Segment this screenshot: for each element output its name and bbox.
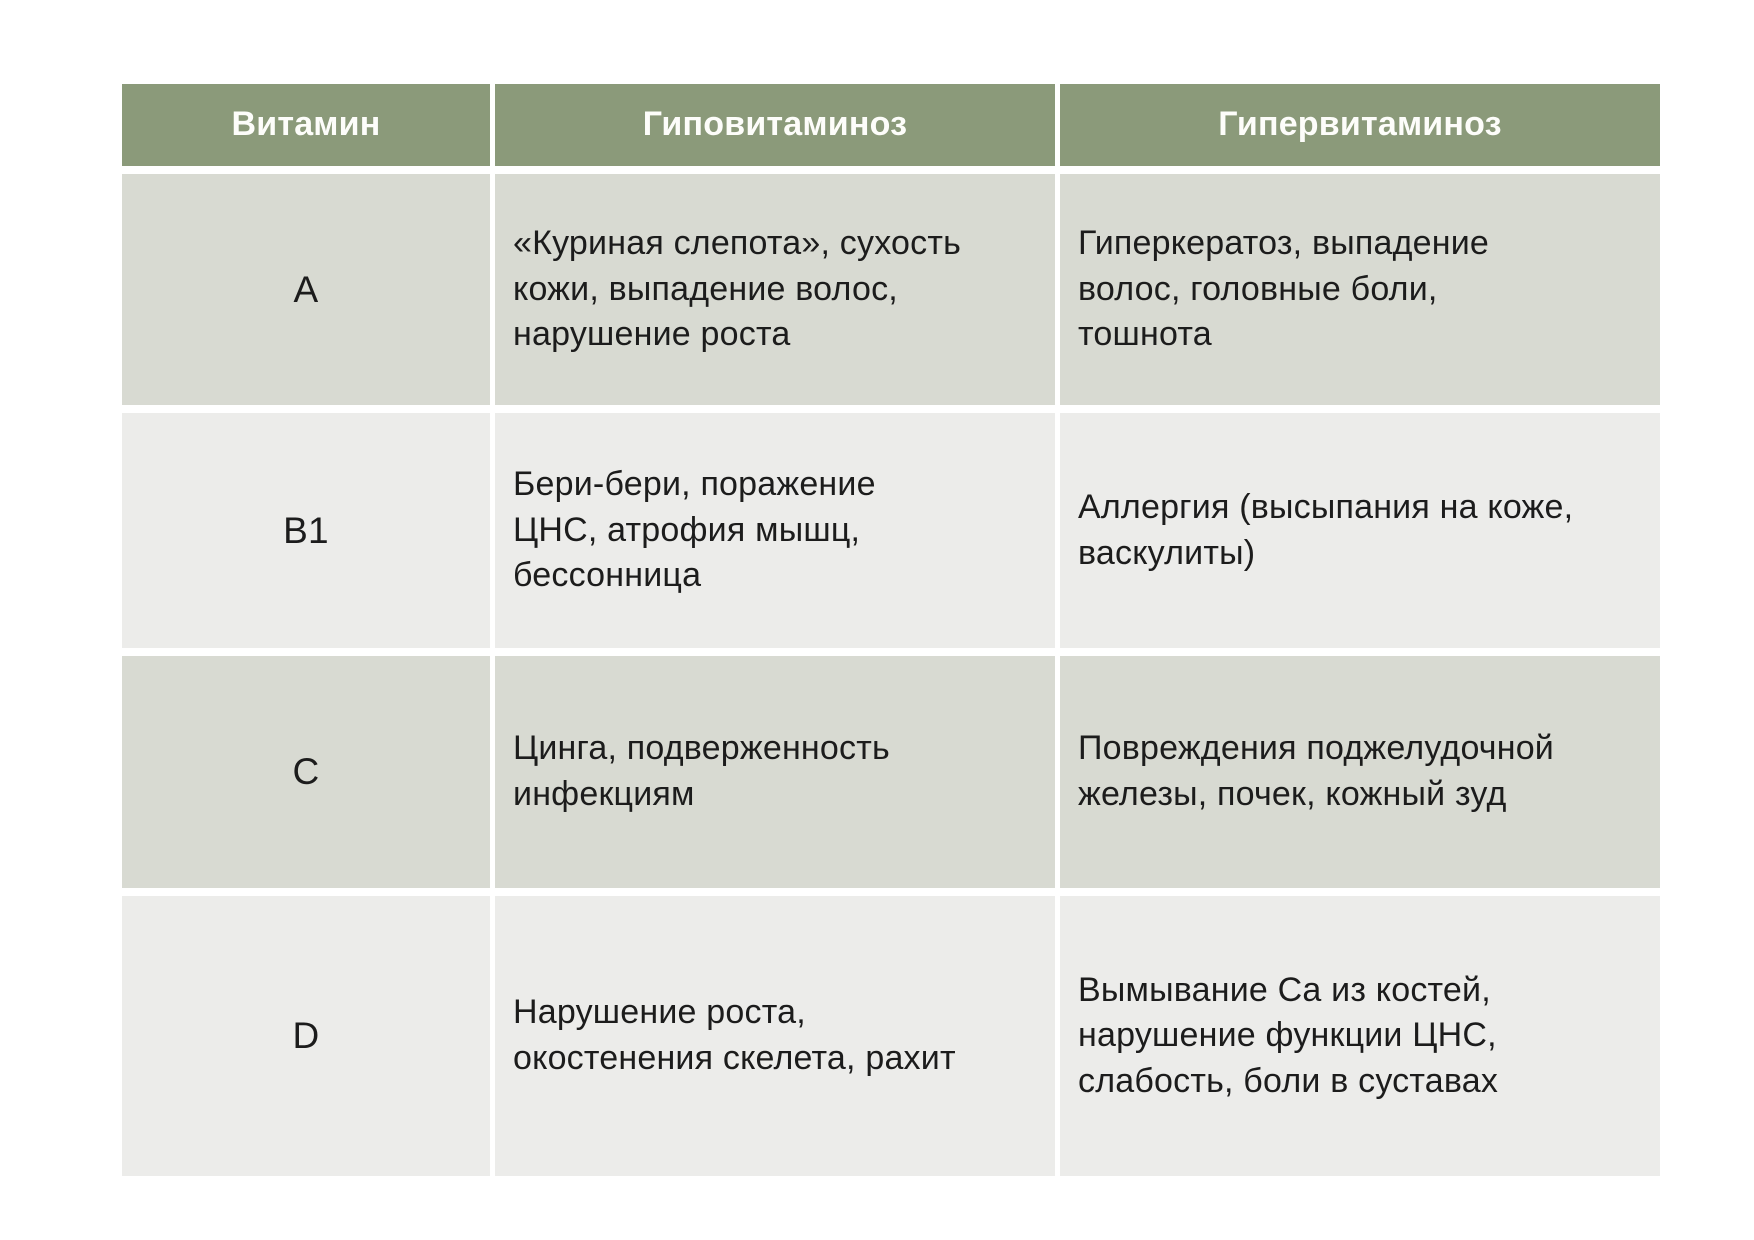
cell-hyper-a: Гиперкератоз, выпадение волос, головные … xyxy=(1060,174,1660,405)
header-cell-hypervitaminosis: Гипервитаминоз xyxy=(1060,84,1660,166)
vitamin-table: Витамин Гиповитаминоз Гипервитаминоз A «… xyxy=(122,84,1660,1176)
cell-hyper-d: Вымывание Ca из костей, нарушение функци… xyxy=(1060,896,1660,1176)
header-cell-hypovitaminosis: Гиповитаминоз xyxy=(495,84,1055,166)
cell-vitamin-a: A xyxy=(122,174,490,405)
cell-hypo-d: Нарушение роста, окостенения скелета, ра… xyxy=(495,896,1055,1176)
cell-hypo-b1: Бери-бери, поражение ЦНС, атрофия мышц, … xyxy=(495,413,1055,648)
cell-vitamin-d: D xyxy=(122,896,490,1176)
cell-hypo-c: Цинга, подверженность инфекциям xyxy=(495,656,1055,888)
header-cell-vitamin: Витамин xyxy=(122,84,490,166)
cell-hyper-b1: Аллергия (высыпания на коже, васкулиты) xyxy=(1060,413,1660,648)
cell-hyper-c: Повреждения поджелудочной железы, почек,… xyxy=(1060,656,1660,888)
cell-hypo-a: «Куриная слепота», сухость кожи, выпаден… xyxy=(495,174,1055,405)
cell-vitamin-c: C xyxy=(122,656,490,888)
cell-vitamin-b1: B1 xyxy=(122,413,490,648)
